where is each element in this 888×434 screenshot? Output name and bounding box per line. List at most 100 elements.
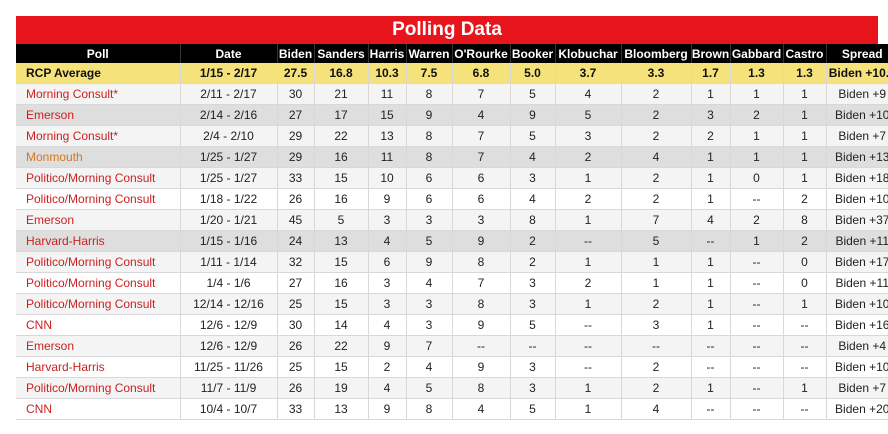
table-title: Polling Data — [392, 19, 502, 40]
table-cell: 2 — [621, 125, 692, 147]
table-cell: 33 — [277, 167, 315, 189]
table-cell: Biden +17 — [826, 251, 888, 273]
average-cell: 5.0 — [510, 63, 556, 84]
poll-link[interactable]: Politico/Morning Consult — [16, 377, 181, 399]
poll-link[interactable]: Morning Consult* — [16, 83, 181, 105]
poll-link[interactable]: Emerson — [16, 104, 181, 126]
table-cell: 1 — [783, 146, 827, 168]
table-cell: 3 — [406, 293, 453, 315]
table-cell: 10 — [368, 167, 407, 189]
table-cell: 2 — [691, 125, 731, 147]
table-cell: -- — [555, 230, 622, 252]
table-row: CNN 12/6 - 12/9 30 14 4 3 9 5 -- 3 1 -- -- Biden +16 — [16, 314, 888, 336]
table-cell: 1 — [555, 377, 622, 399]
table-cell: 15 — [314, 293, 369, 315]
table-cell: 1 — [691, 272, 731, 294]
table-cell: 1 — [555, 398, 622, 420]
table-cell: 2/11 - 2/17 — [180, 83, 278, 105]
table-cell: Biden +10 — [826, 104, 888, 126]
poll-link[interactable]: Morning Consult* — [16, 125, 181, 147]
table-cell: 27 — [277, 272, 315, 294]
table-cell: 9 — [368, 398, 407, 420]
table-cell: 6 — [406, 188, 453, 210]
table-cell: 8 — [783, 209, 827, 231]
table-body: RCP Average 1/15 - 2/17 27.5 16.8 10.3 7.5 6.8… — [16, 63, 888, 420]
table-cell: 15 — [368, 104, 407, 126]
poll-link[interactable]: Harvard-Harris — [16, 356, 181, 378]
table-cell: 1 — [691, 293, 731, 315]
table-cell: -- — [621, 335, 692, 357]
table-cell: 3 — [510, 356, 556, 378]
poll-link[interactable]: Politico/Morning Consult — [16, 167, 181, 189]
table-cell: -- — [730, 335, 784, 357]
table-header-row: Poll Date Biden Sanders Harris Warren O'Rourke… — [16, 44, 888, 63]
table-cell: 16 — [314, 146, 369, 168]
table-cell: -- — [730, 293, 784, 315]
table-row: Morning Consult* 2/11 - 2/17 30 21 11 8 7 5 4 2 1 1… — [16, 83, 888, 105]
table-cell: 6 — [452, 188, 511, 210]
poll-link[interactable]: CNN — [16, 314, 181, 336]
table-cell: 3 — [452, 209, 511, 231]
poll-link[interactable]: Monmouth — [16, 146, 181, 168]
table-cell: 1 — [783, 167, 827, 189]
table-cell: 12/6 - 12/9 — [180, 314, 278, 336]
table-cell: 8 — [406, 146, 453, 168]
table-cell: 2/4 - 2/10 — [180, 125, 278, 147]
table-cell: 3 — [510, 167, 556, 189]
poll-link[interactable]: Emerson — [16, 209, 181, 231]
table-cell: 4 — [452, 398, 511, 420]
table-cell: 3 — [368, 272, 407, 294]
average-cell: 27.5 — [277, 63, 315, 84]
poll-link[interactable]: Politico/Morning Consult — [16, 272, 181, 294]
table-cell: 5 — [510, 125, 556, 147]
poll-link[interactable]: Emerson — [16, 335, 181, 357]
table-cell: 1 — [783, 83, 827, 105]
table-cell: Biden +10 — [826, 293, 888, 315]
table-cell: 15 — [314, 251, 369, 273]
poll-link[interactable]: CNN — [16, 398, 181, 420]
table-cell: Biden +11 — [826, 272, 888, 294]
table-cell: 26 — [277, 188, 315, 210]
table-cell: 45 — [277, 209, 315, 231]
poll-link[interactable]: Politico/Morning Consult — [16, 293, 181, 315]
table-cell: 6 — [406, 167, 453, 189]
table-cell: 7 — [621, 209, 692, 231]
table-cell: 5 — [510, 314, 556, 336]
table-cell: 1 — [783, 104, 827, 126]
table-cell: 21 — [314, 83, 369, 105]
table-cell: Biden +7 — [826, 125, 888, 147]
table-cell: 5 — [510, 83, 556, 105]
table-cell: 6 — [368, 251, 407, 273]
average-cell: 10.3 — [368, 63, 407, 84]
table-cell: 7 — [406, 335, 453, 357]
table-cell: Biden +16 — [826, 314, 888, 336]
average-label: RCP Average — [16, 63, 181, 84]
table-cell: 6 — [452, 167, 511, 189]
table-cell: 1 — [621, 272, 692, 294]
column-header: Bloomberg — [621, 44, 692, 63]
poll-link[interactable]: Politico/Morning Consult — [16, 188, 181, 210]
poll-link[interactable]: Politico/Morning Consult — [16, 251, 181, 273]
table-cell: 9 — [406, 104, 453, 126]
table-cell: 1/18 - 1/22 — [180, 188, 278, 210]
table-cell: 2 — [555, 146, 622, 168]
table-row: Morning Consult* 2/4 - 2/10 29 22 13 8 7 5 3 2 2 1 1… — [16, 125, 888, 147]
rcp-average-row: RCP Average 1/15 - 2/17 27.5 16.8 10.3 7.5 6.8… — [16, 63, 888, 84]
table-cell: 1 — [691, 377, 731, 399]
poll-link[interactable]: Harvard-Harris — [16, 230, 181, 252]
table-cell: -- — [730, 272, 784, 294]
table-cell: 1 — [730, 146, 784, 168]
table-cell: 27 — [277, 104, 315, 126]
table-row: Emerson 2/14 - 2/16 27 17 15 9 4 9 5 2 3 2 1 Biden +1… — [16, 104, 888, 126]
table-cell: 9 — [368, 188, 407, 210]
table-cell: 4 — [510, 146, 556, 168]
table-cell: 0 — [783, 272, 827, 294]
column-header: Brown — [691, 44, 731, 63]
average-cell: 3.7 — [555, 63, 622, 84]
table-cell: 11/7 - 11/9 — [180, 377, 278, 399]
table-cell: 13 — [314, 230, 369, 252]
table-cell: 15 — [314, 356, 369, 378]
table-cell: -- — [783, 398, 827, 420]
table-cell: Biden +20 — [826, 398, 888, 420]
table-cell: 1 — [555, 209, 622, 231]
